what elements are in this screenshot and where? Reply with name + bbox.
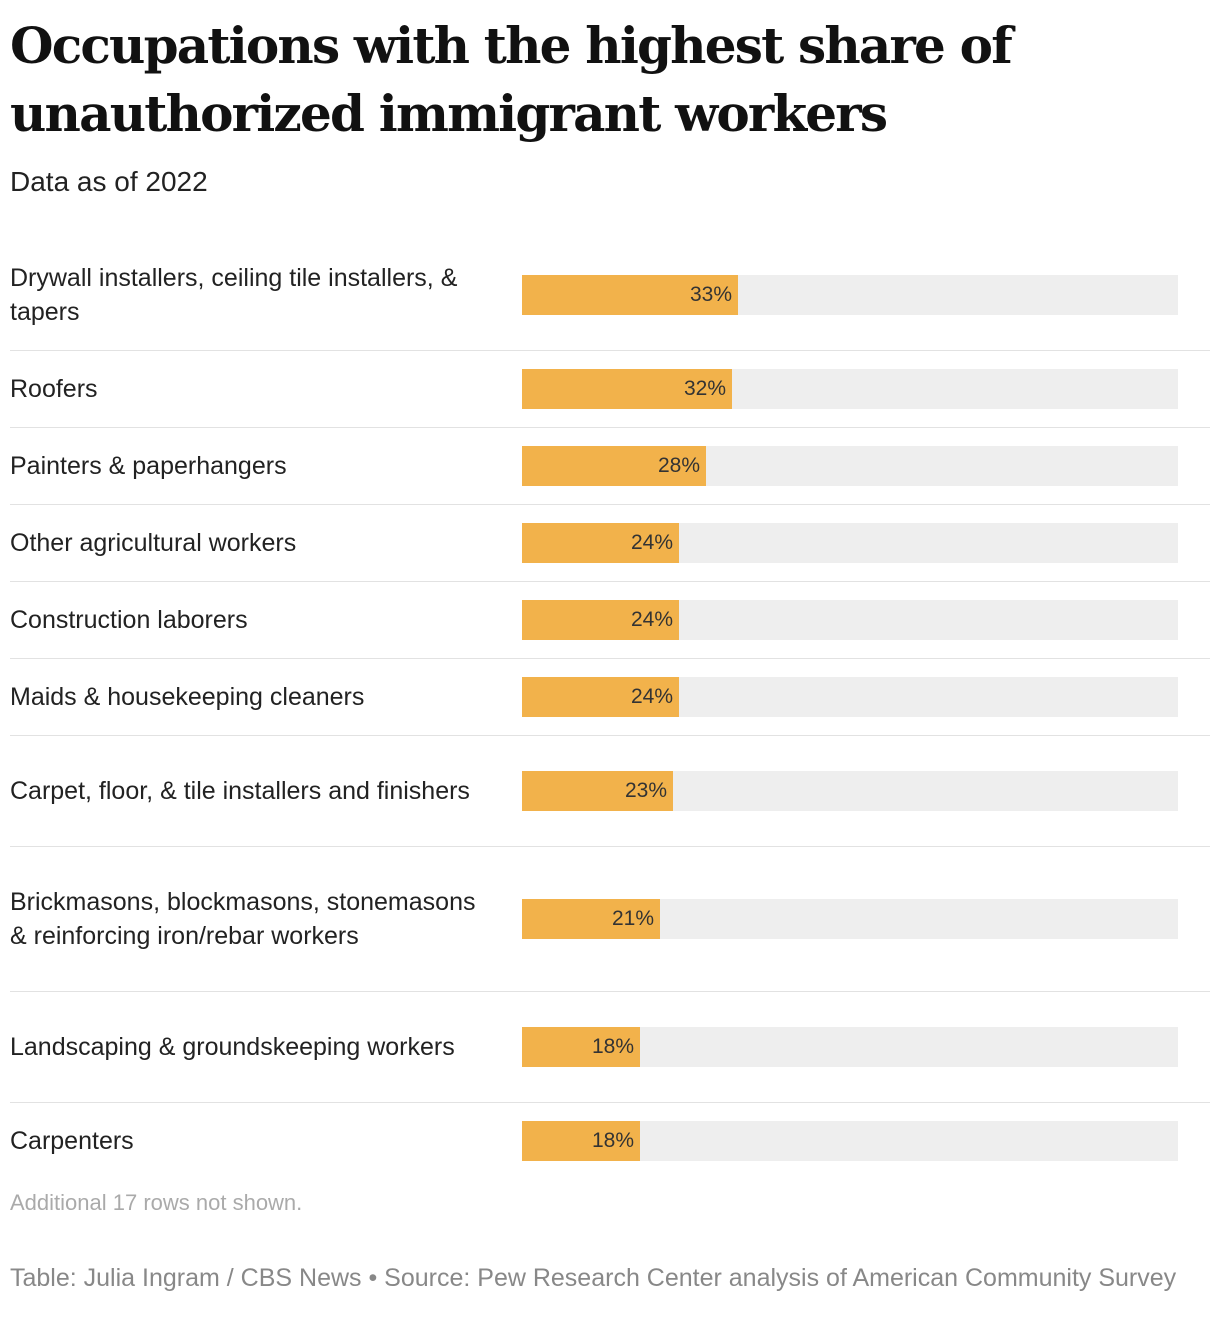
row-label: Carpet, floor, & tile installers and fin… <box>10 777 470 805</box>
bar <box>522 1027 640 1067</box>
bar-value-label: 18% <box>591 1035 634 1058</box>
rows-hidden-note: Additional 17 rows not shown. <box>10 1190 303 1215</box>
bar-value-label: 21% <box>611 907 654 930</box>
bar-value-label: 32% <box>683 377 726 400</box>
row-label: Maids & housekeeping cleaners <box>10 683 365 711</box>
bar <box>522 1121 640 1161</box>
bar-track: 21% <box>522 899 1178 939</box>
table-row: Carpet, floor, & tile installers and fin… <box>10 736 1210 847</box>
bar-track: 24% <box>522 600 1178 640</box>
bar-track: 24% <box>522 523 1178 563</box>
bar-track: 24% <box>522 677 1178 717</box>
bar-track: 23% <box>522 771 1178 811</box>
bar <box>522 523 679 563</box>
table-row: Construction laborers 24% <box>10 582 1210 659</box>
table-row: Carpenters 18% <box>10 1103 1210 1179</box>
bar-value-label: 24% <box>630 531 673 554</box>
bar <box>522 446 706 486</box>
row-label: Carpenters <box>10 1127 134 1155</box>
table-row: Brickmasons, blockmasons, stonemasons & … <box>10 847 1210 992</box>
source-footer: Table: Julia Ingram / CBS News • Source:… <box>10 1264 1177 1292</box>
table-row: Maids & housekeeping cleaners 24% <box>10 659 1210 736</box>
bar-value-label: 23% <box>624 779 667 802</box>
row-label: Painters & paperhangers <box>10 452 287 480</box>
row-label: Other agricultural workers <box>10 529 297 557</box>
bar <box>522 600 679 640</box>
row-label: Drywall installers, ceiling tile install… <box>10 264 458 326</box>
bar-table: Drywall installers, ceiling tile install… <box>10 240 1210 1179</box>
bar-value-label: 24% <box>630 685 673 708</box>
bar-value-label: 28% <box>657 454 700 477</box>
bar <box>522 899 660 939</box>
table-row: Painters & paperhangers 28% <box>10 428 1210 505</box>
bar <box>522 369 732 409</box>
bar <box>522 275 738 315</box>
bar-track: 18% <box>522 1027 1178 1067</box>
table-row: Roofers 32% <box>10 351 1210 428</box>
row-label: Landscaping & groundskeeping workers <box>10 1033 455 1061</box>
row-label: Roofers <box>10 375 98 403</box>
bar-track: 18% <box>522 1121 1178 1161</box>
bar-track: 33% <box>522 275 1178 315</box>
table-row: Landscaping & groundskeeping workers 18% <box>10 992 1210 1103</box>
row-label: Construction laborers <box>10 606 248 634</box>
chart-subtitle: Data as of 2022 <box>10 166 208 197</box>
bar-track: 28% <box>522 446 1178 486</box>
row-label: Brickmasons, blockmasons, stonemasons & … <box>10 888 476 950</box>
bar <box>522 677 679 717</box>
bar-value-label: 33% <box>689 283 732 306</box>
bar-value-label: 18% <box>591 1129 634 1152</box>
bar-track: 32% <box>522 369 1178 409</box>
bar <box>522 771 673 811</box>
table-row: Drywall installers, ceiling tile install… <box>10 240 1210 351</box>
bar-value-label: 24% <box>630 608 673 631</box>
chart-title: Occupations with the highest share of un… <box>10 16 1013 143</box>
table-row: Other agricultural workers 24% <box>10 505 1210 582</box>
